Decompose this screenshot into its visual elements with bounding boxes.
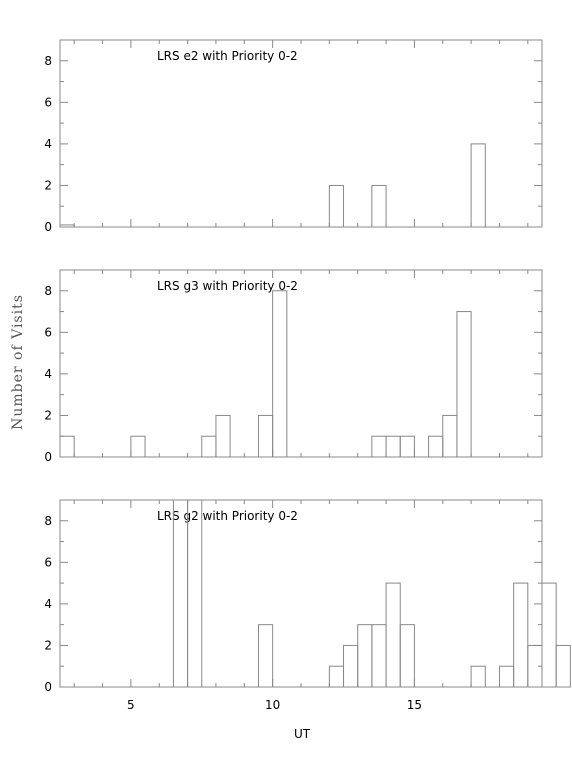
- histogram-bar: [371, 435, 387, 458]
- y-tick-label: 2: [44, 638, 52, 652]
- histogram-bar: [59, 224, 75, 228]
- y-tick-label: 8: [44, 54, 52, 68]
- panel-2: 0 2 4 6 8 LRS g3 with Priority 0-2: [44, 269, 543, 464]
- histogram-bar: [428, 435, 444, 458]
- histogram-bar: [187, 499, 203, 688]
- histogram-bar: [541, 582, 557, 688]
- histogram-bar: [130, 435, 146, 458]
- histogram-bar: [385, 582, 401, 688]
- y-tick-label: 2: [44, 408, 52, 422]
- histogram-bar: [399, 624, 415, 688]
- histogram-bar: [343, 644, 359, 688]
- y-tick-label: 6: [44, 325, 52, 339]
- histogram-bar: [328, 665, 345, 688]
- histogram-bar: [470, 143, 486, 228]
- x-tick-label: 15: [407, 698, 422, 712]
- y-tick-label: 4: [44, 597, 52, 611]
- histogram-bar: [442, 414, 458, 458]
- histogram-bar: [272, 290, 288, 458]
- histogram-bar: [371, 184, 387, 228]
- y-tick-label: 0: [44, 680, 52, 694]
- panels-group: 0 2 4 6 8 LRS e2 with Priority 0-2 0 2 4 6 8 LRS g3…: [44, 39, 571, 712]
- y-tick-label: 6: [44, 555, 52, 569]
- panel-title: LRS g3 with Priority 0-2: [157, 279, 298, 293]
- histogram-bar: [498, 665, 515, 688]
- panel-1: 0 2 4 6 8 LRS e2 with Priority 0-2: [44, 39, 543, 234]
- histogram-bar: [328, 184, 345, 228]
- x-tick-label: 5: [127, 698, 135, 712]
- histogram-bar: [371, 624, 387, 688]
- plot-frame: [59, 499, 543, 688]
- x-tick-label: 10: [265, 698, 280, 712]
- plot-frame: [59, 39, 543, 228]
- y-tick-label: 6: [44, 95, 52, 109]
- histogram-bar: [257, 624, 274, 688]
- y-axis-label: Number of Visits: [10, 294, 26, 430]
- histogram-bar: [399, 435, 415, 458]
- histogram-bar: [470, 665, 486, 688]
- histogram-bar: [257, 414, 274, 458]
- y-tick-label: 0: [44, 220, 52, 234]
- y-tick-label: 8: [44, 284, 52, 298]
- histogram-bar: [357, 624, 373, 688]
- histogram-bar: [172, 499, 189, 688]
- y-tick-label: 4: [44, 367, 52, 381]
- y-tick-label: 4: [44, 137, 52, 151]
- histogram-bar: [555, 644, 571, 688]
- panel-title: LRS e2 with Priority 0-2: [157, 49, 298, 63]
- histogram-bar: [385, 435, 401, 458]
- panel-title: LRS g2 with Priority 0-2: [157, 509, 298, 523]
- panel-3: 0 2 4 6 8 5 10 15 LRS g2 with Priority 0-2: [44, 499, 571, 712]
- y-tick-label: 2: [44, 178, 52, 192]
- histogram-bar: [201, 435, 217, 458]
- y-tick-label: 8: [44, 514, 52, 528]
- histogram-bar: [456, 311, 472, 458]
- histogram-bar: [215, 414, 231, 458]
- x-axis-label: UT: [294, 727, 311, 741]
- plot-frame: [59, 269, 543, 458]
- y-tick-label: 0: [44, 450, 52, 464]
- histogram-bar: [513, 582, 529, 688]
- histogram-bar: [59, 435, 75, 458]
